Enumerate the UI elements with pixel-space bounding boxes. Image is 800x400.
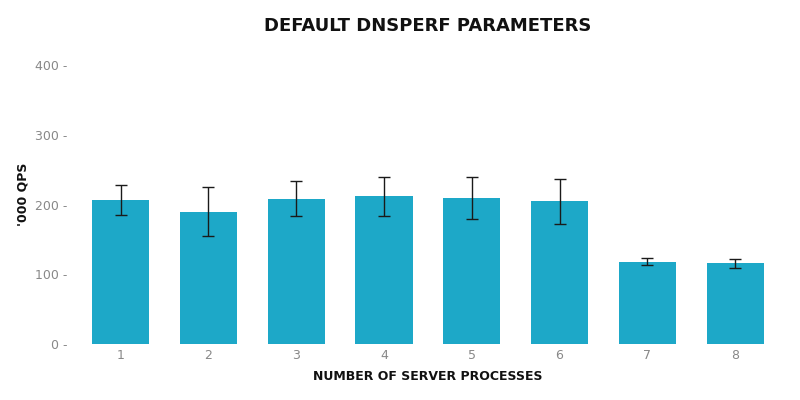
Title: DEFAULT DNSPERF PARAMETERS: DEFAULT DNSPERF PARAMETERS xyxy=(264,17,591,35)
Y-axis label: '000 QPS: '000 QPS xyxy=(17,163,30,226)
Bar xyxy=(531,201,588,344)
Bar xyxy=(355,196,413,344)
Bar xyxy=(618,262,676,344)
X-axis label: NUMBER OF SERVER PROCESSES: NUMBER OF SERVER PROCESSES xyxy=(313,370,542,383)
Bar xyxy=(180,212,237,344)
Bar xyxy=(268,198,325,344)
Bar xyxy=(443,198,500,344)
Bar xyxy=(92,200,150,344)
Bar xyxy=(706,263,763,344)
